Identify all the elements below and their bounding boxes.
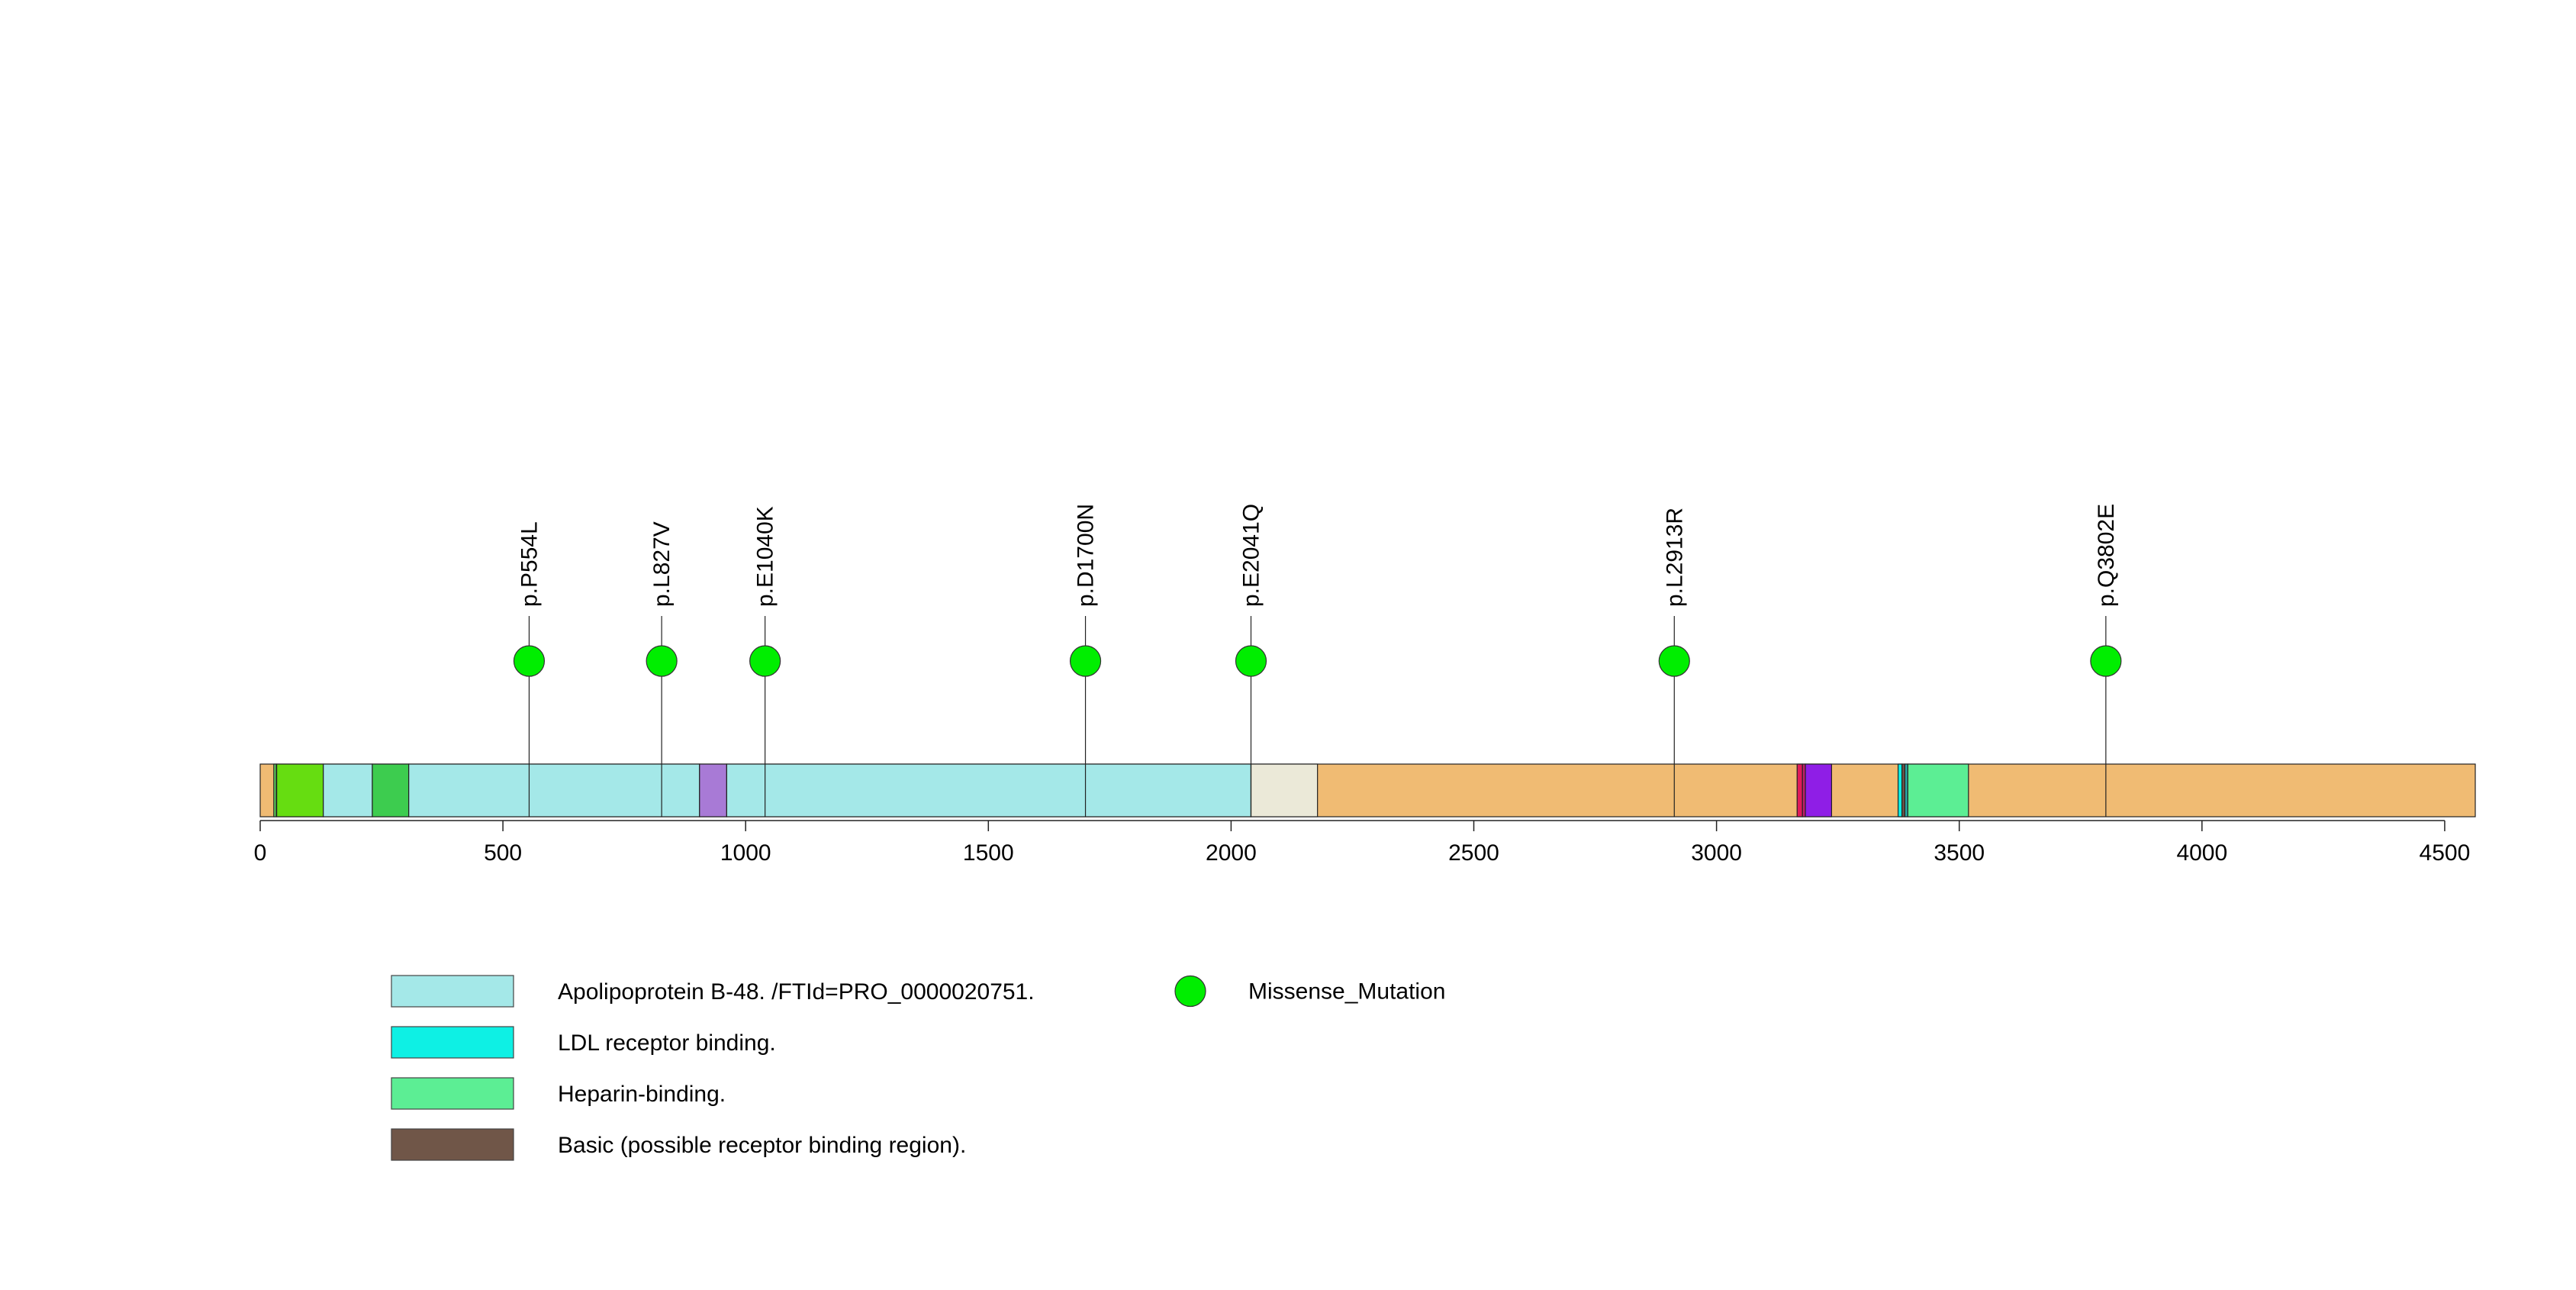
mutation-marker[interactable] [749, 645, 781, 677]
mutation-marker[interactable] [1235, 645, 1267, 677]
mutation-marker[interactable] [2090, 645, 2122, 677]
x-tick-label: 4500 [2420, 840, 2471, 866]
mutation-label: p.L2913R [1662, 508, 1687, 607]
domain-segment-2 [276, 763, 324, 818]
x-axis: 0 500 1000 1500 2000 2500 3000 3500 4000 4500 [254, 820, 2471, 866]
mutation-marker[interactable] [1658, 645, 1690, 677]
mutation-marker[interactable] [513, 645, 546, 677]
domain-segment-6 [1796, 763, 1803, 818]
mutation-stems-over-domains [528, 661, 2107, 817]
legend-swatch [391, 975, 514, 1008]
mutation-label: p.Q3802E [2094, 504, 2119, 607]
domain-segment-3 [372, 763, 410, 818]
domain-apolipoprotein-b48-a [323, 763, 373, 818]
legend-mutation-label: Missense_Mutation [1248, 979, 1445, 1005]
legend: Apolipoprotein B-48. /FTId=PRO_000002075… [391, 975, 1445, 1161]
mutation-marker[interactable] [646, 645, 678, 677]
x-tick-label: 3500 [1934, 840, 1985, 866]
domain-heparin-binding [1907, 763, 1969, 818]
x-tick-label: 0 [254, 840, 267, 866]
x-tick-label: 2000 [1206, 840, 1257, 866]
domain-segment-4 [699, 763, 727, 818]
domain-ldl-receptor-binding [1897, 763, 1903, 818]
mutation-label: p.E2041Q [1238, 504, 1264, 607]
x-tick-label: 1000 [720, 840, 771, 866]
x-tick-label: 500 [484, 840, 522, 866]
x-tick-label: 2500 [1448, 840, 1499, 866]
domain-blocks [273, 763, 1969, 818]
x-tick-label: 3000 [1691, 840, 1742, 866]
domain-segment-1 [273, 763, 277, 818]
legend-swatch [391, 1077, 514, 1110]
legend-label: Apolipoprotein B-48. /FTId=PRO_000002075… [558, 979, 1035, 1005]
legend-mutation-marker [1174, 975, 1206, 1008]
legend-label: Heparin-binding. [558, 1082, 726, 1107]
domain-segment-8 [1805, 763, 1832, 818]
mutation-marker[interactable] [1069, 645, 1102, 677]
domain-segment-5 [1250, 763, 1319, 818]
mutation-label: p.P554L [517, 521, 542, 607]
legend-label: Basic (possible receptor binding region)… [558, 1133, 966, 1158]
x-tick-label: 4000 [2176, 840, 2227, 866]
mutation-label: p.E1040K [753, 506, 778, 607]
legend-swatch [391, 1026, 514, 1059]
domain-apolipoprotein-b48-b [408, 763, 700, 818]
mutation-markers: p.P554L p.L827V p.E1040K p.D1700N p.E2041Q p.… [513, 504, 2122, 677]
mutation-label: p.L827V [649, 521, 675, 607]
legend-label: LDL receptor binding. [558, 1030, 776, 1056]
mutation-label: p.D1700N [1074, 504, 1099, 607]
legend-swatch [391, 1128, 514, 1161]
x-tick-label: 1500 [963, 840, 1014, 866]
domain-apolipoprotein-b48-c [726, 763, 1252, 818]
